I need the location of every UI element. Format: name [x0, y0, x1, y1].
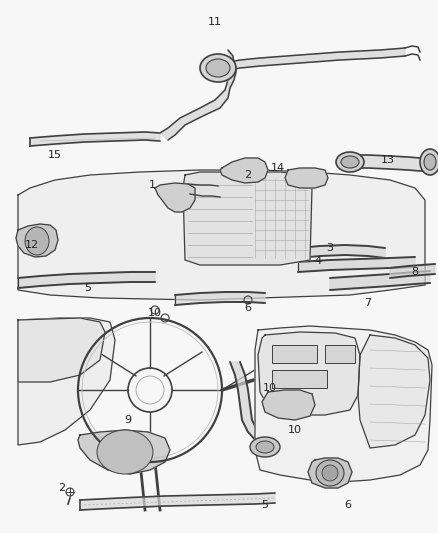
Text: 2: 2 — [58, 483, 66, 493]
Bar — [272, 345, 317, 363]
Polygon shape — [18, 318, 115, 445]
Text: 4: 4 — [314, 256, 321, 266]
Polygon shape — [175, 292, 265, 305]
Polygon shape — [390, 264, 435, 278]
Polygon shape — [230, 362, 270, 445]
Text: 5: 5 — [85, 283, 92, 293]
Polygon shape — [262, 390, 315, 420]
Ellipse shape — [200, 54, 236, 82]
Polygon shape — [298, 257, 415, 272]
Text: 10: 10 — [148, 308, 162, 318]
Polygon shape — [18, 170, 425, 300]
Polygon shape — [350, 155, 428, 171]
Text: 10: 10 — [263, 383, 277, 393]
Polygon shape — [308, 458, 352, 488]
Text: 15: 15 — [48, 150, 62, 160]
Polygon shape — [285, 168, 328, 188]
Ellipse shape — [336, 152, 364, 172]
Polygon shape — [230, 48, 405, 70]
Polygon shape — [183, 172, 312, 265]
Polygon shape — [78, 430, 170, 474]
Polygon shape — [220, 158, 268, 183]
Polygon shape — [330, 271, 430, 290]
Bar — [272, 393, 312, 411]
Text: 11: 11 — [208, 17, 222, 27]
Text: 7: 7 — [364, 298, 371, 308]
Polygon shape — [18, 272, 155, 288]
Text: 1: 1 — [148, 180, 155, 190]
Polygon shape — [155, 183, 195, 212]
Ellipse shape — [341, 156, 359, 168]
Text: 6: 6 — [244, 303, 251, 313]
Ellipse shape — [322, 465, 338, 481]
Text: 6: 6 — [345, 500, 352, 510]
Polygon shape — [228, 50, 236, 88]
Polygon shape — [16, 224, 58, 257]
Polygon shape — [358, 335, 430, 448]
Polygon shape — [255, 326, 432, 482]
Ellipse shape — [420, 149, 438, 175]
Bar — [272, 370, 327, 388]
Text: 13: 13 — [381, 155, 395, 165]
Text: 10: 10 — [288, 425, 302, 435]
Polygon shape — [160, 80, 230, 140]
Ellipse shape — [97, 430, 153, 474]
Ellipse shape — [206, 59, 230, 77]
Polygon shape — [80, 493, 275, 510]
Ellipse shape — [25, 227, 49, 255]
Text: 8: 8 — [411, 267, 419, 277]
Bar — [325, 345, 355, 363]
Text: 5: 5 — [261, 500, 268, 510]
Polygon shape — [258, 332, 360, 415]
Polygon shape — [30, 132, 160, 146]
Text: 3: 3 — [326, 243, 333, 253]
Ellipse shape — [250, 437, 280, 457]
Polygon shape — [18, 318, 105, 382]
Ellipse shape — [256, 441, 274, 453]
Ellipse shape — [316, 460, 344, 486]
Text: 2: 2 — [244, 170, 251, 180]
Text: 12: 12 — [25, 240, 39, 250]
Ellipse shape — [424, 154, 436, 170]
Text: 14: 14 — [271, 163, 285, 173]
Text: 9: 9 — [124, 415, 131, 425]
Polygon shape — [298, 245, 385, 258]
